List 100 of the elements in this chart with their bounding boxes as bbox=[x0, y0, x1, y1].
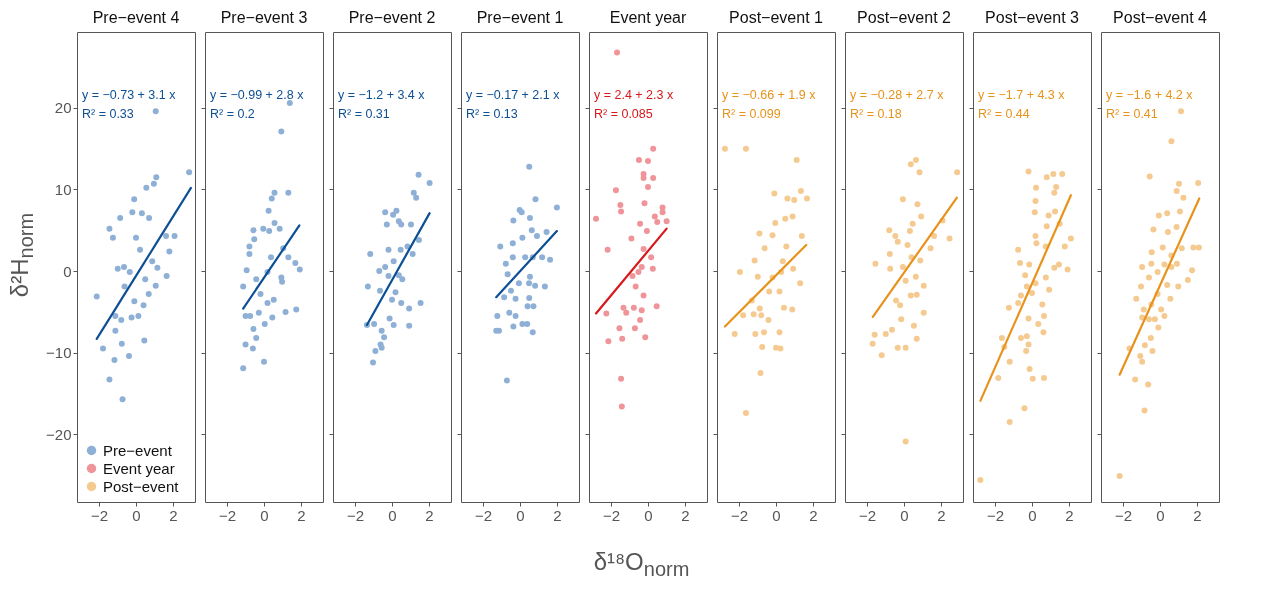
point bbox=[897, 302, 904, 309]
point bbox=[869, 340, 876, 347]
point bbox=[282, 308, 289, 315]
point bbox=[390, 321, 397, 328]
point bbox=[721, 145, 728, 152]
point bbox=[399, 276, 406, 283]
point bbox=[121, 264, 128, 270]
point bbox=[1141, 407, 1148, 414]
point bbox=[650, 145, 657, 152]
point bbox=[1040, 329, 1047, 336]
point bbox=[398, 299, 405, 306]
point bbox=[255, 309, 262, 316]
point bbox=[946, 235, 953, 242]
point bbox=[618, 375, 625, 382]
point bbox=[553, 204, 560, 211]
point bbox=[413, 194, 420, 201]
point bbox=[382, 209, 389, 216]
point bbox=[649, 265, 656, 272]
point bbox=[532, 196, 539, 203]
point bbox=[1168, 138, 1175, 145]
point bbox=[776, 329, 783, 336]
point bbox=[526, 273, 533, 280]
annotation: y = −1.6 + 4.2 x bbox=[1106, 88, 1194, 103]
point bbox=[171, 233, 178, 239]
point bbox=[1043, 223, 1050, 230]
point bbox=[659, 209, 666, 216]
point bbox=[1033, 184, 1040, 191]
x-tick-label: 0 bbox=[132, 506, 141, 524]
point bbox=[504, 271, 511, 278]
legend-label: Pre−event bbox=[103, 441, 173, 459]
point bbox=[268, 254, 275, 261]
point bbox=[893, 297, 900, 304]
point bbox=[242, 341, 249, 348]
legend-label: Post−event bbox=[103, 477, 180, 495]
y-tick-label: −10 bbox=[46, 344, 72, 362]
point bbox=[899, 196, 906, 203]
point bbox=[871, 331, 878, 338]
point bbox=[918, 213, 925, 220]
point bbox=[279, 278, 286, 285]
point bbox=[1006, 419, 1013, 426]
point bbox=[519, 234, 526, 241]
point bbox=[1139, 358, 1146, 365]
point bbox=[494, 312, 501, 319]
point bbox=[1026, 366, 1033, 372]
chart-title: Event year bbox=[609, 9, 687, 26]
point bbox=[426, 179, 433, 186]
point bbox=[1025, 168, 1032, 175]
point bbox=[1017, 259, 1024, 266]
point bbox=[766, 288, 773, 295]
point bbox=[1005, 304, 1012, 311]
point bbox=[772, 219, 779, 226]
point bbox=[756, 305, 763, 312]
point bbox=[129, 209, 136, 216]
point bbox=[742, 145, 749, 152]
x-tick-label: 2 bbox=[169, 506, 178, 524]
point bbox=[645, 157, 651, 164]
x-tick-label: −2 bbox=[987, 506, 1005, 524]
point bbox=[293, 306, 300, 313]
point bbox=[998, 335, 1005, 341]
point bbox=[266, 228, 273, 235]
point bbox=[100, 345, 106, 352]
point bbox=[912, 273, 919, 280]
point bbox=[1178, 108, 1185, 115]
point bbox=[623, 309, 630, 316]
point bbox=[93, 293, 100, 300]
x-tick-label: −2 bbox=[219, 506, 237, 524]
point bbox=[650, 175, 657, 182]
point bbox=[761, 329, 768, 336]
chart-title: Post−event 2 bbox=[857, 9, 952, 26]
point bbox=[1175, 283, 1182, 290]
point bbox=[641, 200, 648, 207]
point bbox=[654, 219, 661, 226]
point bbox=[1148, 260, 1155, 267]
point bbox=[910, 322, 917, 329]
point bbox=[415, 237, 422, 244]
point bbox=[917, 257, 924, 264]
point bbox=[1190, 244, 1197, 251]
point bbox=[907, 292, 914, 299]
point bbox=[512, 312, 519, 319]
point bbox=[261, 358, 267, 365]
point bbox=[250, 227, 257, 234]
point bbox=[790, 265, 797, 272]
point bbox=[386, 315, 393, 322]
point bbox=[530, 303, 537, 310]
point bbox=[631, 325, 638, 332]
point bbox=[509, 240, 516, 247]
x-tick-label: 2 bbox=[553, 506, 562, 524]
point bbox=[1148, 249, 1155, 256]
point bbox=[121, 283, 128, 290]
point bbox=[1195, 179, 1202, 186]
point bbox=[240, 283, 247, 290]
point bbox=[390, 211, 397, 218]
point bbox=[1031, 209, 1038, 216]
point bbox=[902, 438, 909, 445]
point bbox=[106, 376, 113, 383]
point bbox=[285, 254, 292, 261]
point bbox=[1051, 264, 1058, 271]
point bbox=[509, 254, 516, 261]
point bbox=[507, 287, 514, 294]
point bbox=[920, 309, 927, 316]
